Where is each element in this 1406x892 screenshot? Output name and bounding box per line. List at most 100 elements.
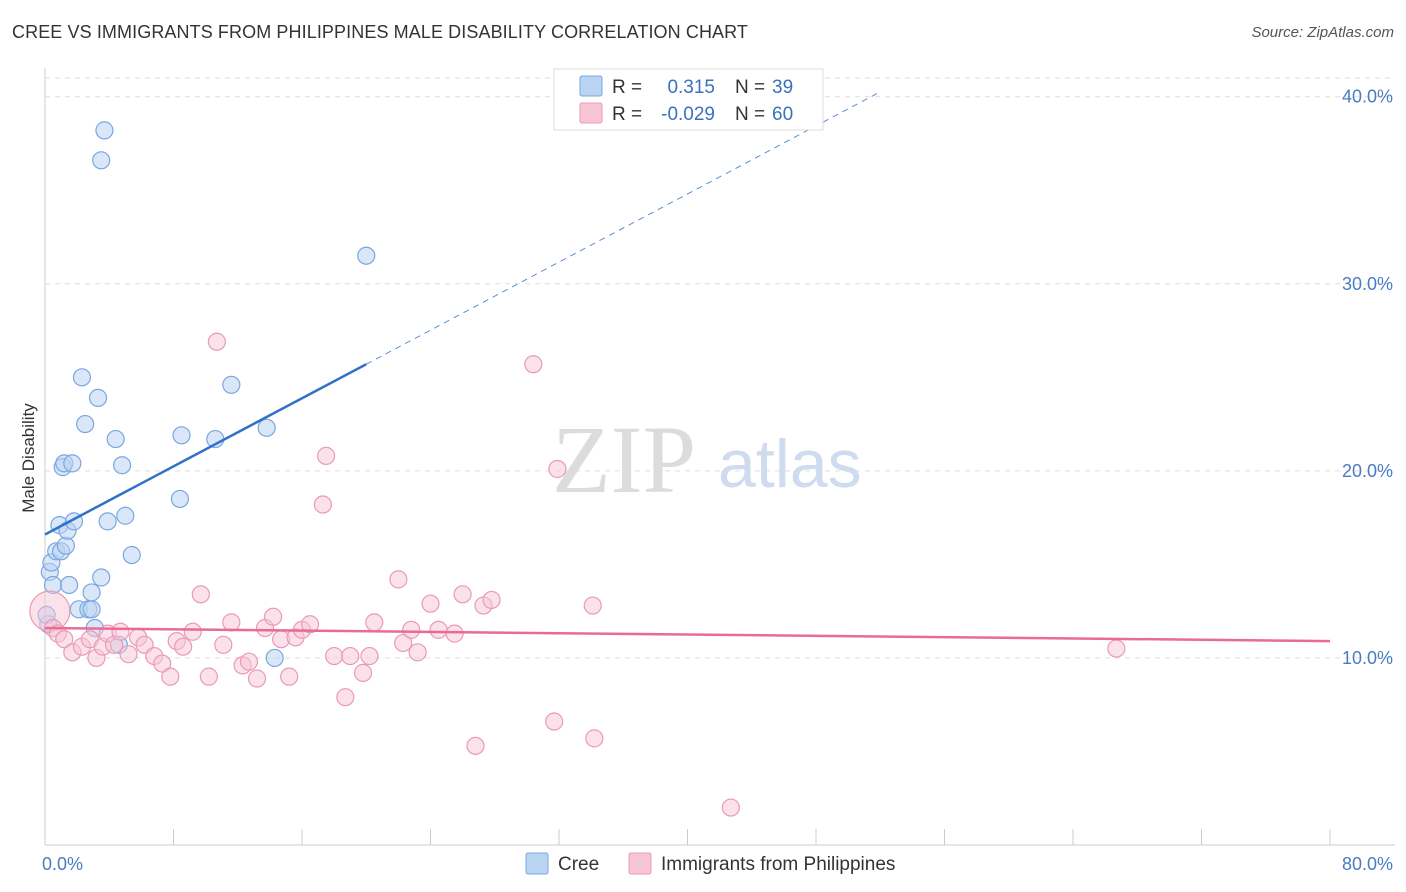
philippines-point-24 — [214, 635, 233, 654]
cree-trend-line — [44, 363, 367, 536]
cree-point-26 — [106, 429, 125, 449]
cree-point-32 — [172, 426, 191, 445]
philippines-point-41 — [353, 663, 373, 682]
philippines-point-3 — [55, 630, 74, 649]
cree-point-31 — [170, 489, 190, 509]
legend-cree-r-label: R = — [612, 77, 642, 98]
legend-cree-r-value: 0.315 — [667, 77, 715, 98]
y-tick-label-2: 30.0% — [1342, 274, 1393, 294]
philippines-point-48 — [421, 594, 440, 613]
philippines-point-51 — [453, 585, 472, 604]
cree-point-22 — [92, 151, 111, 170]
cree-point-25 — [98, 512, 117, 531]
philippines-point-36 — [313, 495, 332, 514]
watermark-zip-text: ZIP — [552, 406, 696, 513]
philippines-point-30 — [263, 607, 283, 626]
philippines-point-61 — [1107, 639, 1126, 658]
cree-point-37 — [357, 246, 376, 265]
philippines-point-55 — [524, 355, 543, 374]
philippines-point-23 — [207, 332, 226, 351]
grid-lines — [45, 77, 1395, 659]
legend-phil-r-label: R = — [612, 104, 642, 125]
legend-phil-swatch — [579, 102, 603, 124]
stats-legend: R = 0.315 N = 39 R = -0.029 N = 60 — [553, 68, 824, 131]
source-credit: Source: ZipAtlas.com — [1251, 24, 1394, 41]
philippines-point-49 — [429, 620, 448, 639]
philippines-point-42 — [360, 646, 379, 666]
series-legend: Cree Immigrants from Philippines — [525, 852, 895, 875]
x-tick-label-max: 80.0% — [1342, 854, 1393, 874]
philippines-point-21 — [191, 585, 210, 604]
philippines-point-50 — [445, 624, 464, 643]
cree-point-12 — [63, 454, 82, 473]
philippines-point-52 — [466, 736, 485, 755]
y-tick-label-3: 40.0% — [1342, 87, 1393, 107]
cree-point-19 — [82, 600, 101, 619]
legend-cree-n-value: 39 — [772, 77, 793, 98]
philippines-point-59 — [585, 729, 604, 748]
cree-point-23 — [92, 568, 111, 587]
watermark: ZIP atlas — [552, 406, 862, 513]
philippines-point-40 — [341, 646, 360, 666]
cree-point-11 — [59, 575, 79, 595]
legend-cree-swatch — [579, 75, 603, 97]
bottom-legend-cree-swatch — [525, 852, 549, 875]
philippines-point-44 — [389, 570, 408, 589]
philippines-point-39 — [336, 688, 355, 707]
legend-phil-n-label: N = — [735, 104, 765, 125]
legend-phil-n-value: 60 — [772, 104, 793, 125]
cree-point-9 — [56, 536, 75, 555]
cree-point-29 — [116, 506, 135, 525]
bottom-legend-cree-label: Cree — [558, 854, 599, 875]
watermark-atlas-text: atlas — [718, 426, 862, 502]
cree-points — [37, 121, 376, 668]
philippines-point-19 — [174, 637, 193, 656]
bottom-legend-phil-label: Immigrants from Philippines — [661, 854, 895, 875]
philippines-point-11 — [111, 622, 130, 641]
philippines-point-25 — [222, 613, 241, 632]
y-tick-label-0: 10.0% — [1342, 648, 1393, 668]
cree-point-30 — [122, 545, 141, 565]
chart-title: CREE VS IMMIGRANTS FROM PHILIPPINES MALE… — [12, 22, 749, 42]
philippines-point-46 — [402, 620, 421, 639]
philippines-point-17 — [161, 667, 180, 686]
x-tick-label-min: 0.0% — [42, 854, 83, 874]
legend-phil-r-value: -0.029 — [661, 104, 715, 125]
philippines-point-45 — [394, 633, 413, 653]
philippines-point-20 — [183, 622, 202, 641]
trend-lines — [44, 91, 1331, 643]
y-tick-label-1: 20.0% — [1342, 461, 1393, 481]
cree-point-35 — [257, 418, 276, 437]
cree-point-24 — [95, 121, 114, 140]
philippines-point-43 — [365, 613, 384, 632]
philippines-point-37 — [316, 446, 336, 465]
cree-point-15 — [72, 368, 92, 387]
philippines-point-22 — [199, 667, 218, 686]
cree-trend-extension — [366, 91, 881, 365]
cree-point-28 — [112, 456, 132, 475]
cree-point-34 — [222, 375, 241, 394]
cree-point-36 — [265, 648, 284, 668]
philippines-point-60 — [721, 798, 740, 817]
cree-point-18 — [82, 583, 101, 602]
legend-cree-n-label: N = — [735, 77, 765, 98]
philippines-point-38 — [325, 646, 344, 666]
philippines-trend-line — [44, 626, 1331, 643]
philippines-point-12 — [119, 645, 138, 664]
philippines-point-28 — [247, 669, 267, 688]
bottom-legend-phil-swatch — [628, 852, 652, 875]
philippines-point-58 — [583, 596, 602, 615]
philippines-point-54 — [482, 590, 501, 610]
cree-point-21 — [88, 388, 108, 407]
y-axis-title: Male Disability — [19, 403, 38, 513]
axes — [44, 68, 1395, 846]
cree-point-16 — [76, 414, 95, 434]
philippines-point-16 — [153, 654, 172, 673]
philippines-point-27 — [239, 652, 259, 671]
philippines-point-57 — [548, 459, 567, 479]
philippines-point-47 — [408, 643, 427, 662]
philippines-point-32 — [280, 667, 299, 686]
philippines-point-56 — [545, 712, 564, 731]
tick-labels: 10.0% 20.0% 30.0% 40.0% 0.0% 80.0% — [42, 87, 1393, 874]
